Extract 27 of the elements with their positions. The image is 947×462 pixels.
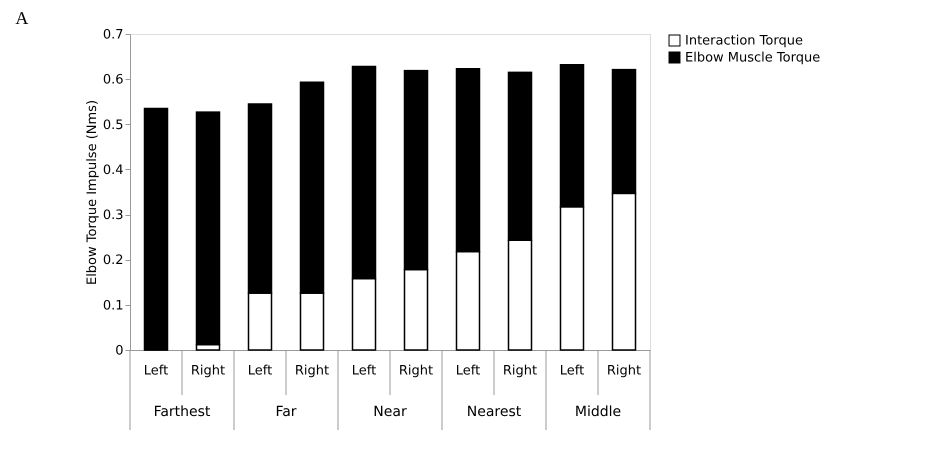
- text: Far: [275, 404, 297, 420]
- legend-label: Interaction Torque: [685, 34, 803, 48]
- y-axis-title: Elbow Torque Impulse (Nms): [84, 100, 100, 286]
- x-tick-label: Right: [502, 364, 538, 378]
- text: Middle: [574, 404, 622, 420]
- legend-label: Elbow Muscle Torque: [685, 50, 820, 66]
- chart-title: A: [15, 8, 28, 28]
- y-tick-label: 0.6: [102, 72, 124, 88]
- x-tick-label: Right: [294, 364, 330, 378]
- y-tick-label: 0.2: [102, 253, 124, 268]
- x-tick-label: Left: [144, 364, 168, 378]
- y-tick-label: 0: [115, 344, 124, 358]
- text: Near: [373, 404, 407, 420]
- text: Farthest: [154, 404, 211, 420]
- text: Nearest: [466, 404, 522, 420]
- x-tick-label: Left: [456, 364, 480, 378]
- y-tick-label: 0.4: [102, 162, 124, 178]
- x-tick-label: Left: [560, 364, 584, 378]
- x-tick-label: Left: [352, 364, 376, 378]
- x-tick-label: Right: [606, 364, 642, 378]
- y-tick-label: 0.1: [102, 298, 124, 314]
- y-tick-label: 0.5: [102, 118, 124, 133]
- x-tick-label: Right: [190, 364, 226, 378]
- y-tick-label: 0.7: [102, 28, 124, 42]
- x-tick-label: Right: [398, 364, 434, 378]
- x-tick-label: Left: [248, 364, 272, 378]
- y-tick-label: 0.3: [102, 208, 124, 224]
